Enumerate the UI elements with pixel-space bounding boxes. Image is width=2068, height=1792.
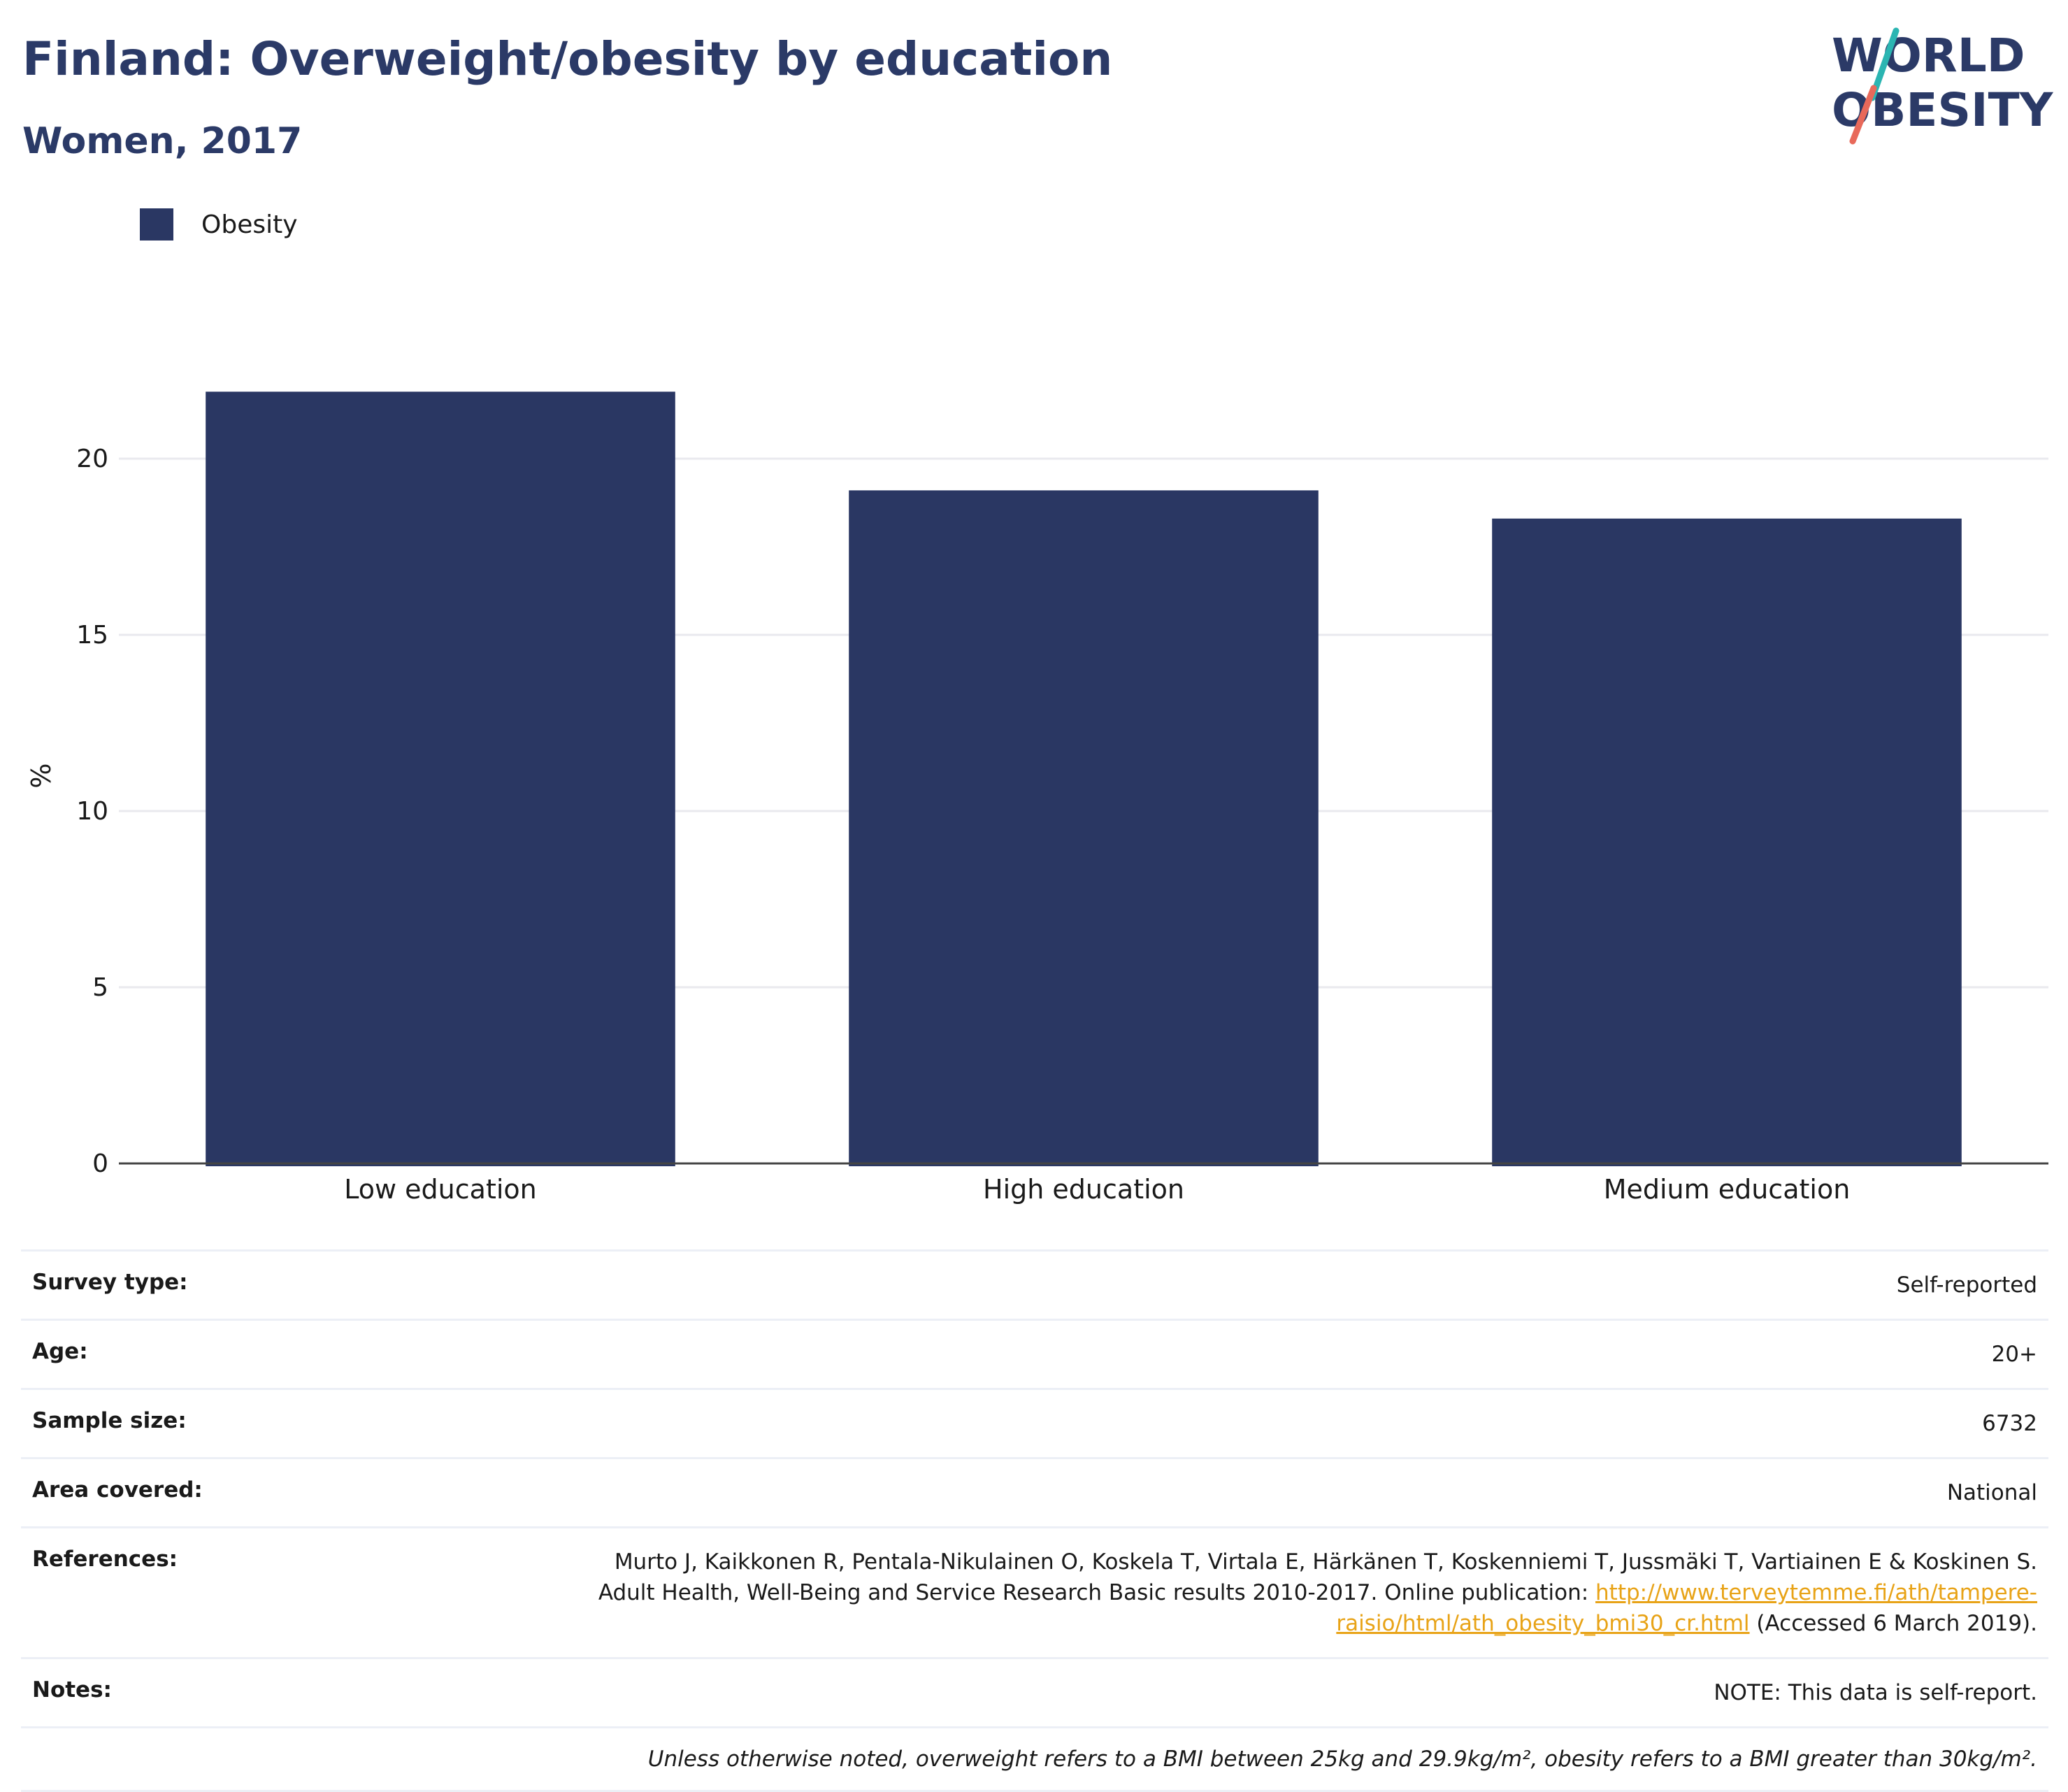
sample-size-value: 6732 — [407, 1388, 2048, 1459]
y-tick-label-10: 10 — [76, 797, 108, 826]
x-tick-label-low-education: Low education — [344, 1174, 536, 1205]
notes-value: NOTE: This data is self-report. — [407, 1657, 2048, 1728]
notes-row: Notes: NOTE: This data is self-report. — [21, 1657, 2048, 1728]
y-tick-label-5: 5 — [92, 973, 108, 1002]
survey-type-value: Self-reported — [407, 1249, 2048, 1321]
y-tick-label-15: 15 — [76, 621, 108, 650]
notes-label: Notes: — [21, 1657, 407, 1728]
references-value: Murto J, Kaikkonen R, Pentala-Nikulainen… — [407, 1526, 2048, 1659]
y-tick-label-20: 20 — [76, 445, 108, 473]
x-tick-label-high-education: High education — [983, 1174, 1184, 1205]
area-covered-row: Area covered: National — [21, 1457, 2048, 1528]
references-tail: (Accessed 6 March 2019). — [1749, 1611, 2037, 1636]
page-title: Finland: Overweight/obesity by education — [22, 32, 1113, 86]
footnote-text: Unless otherwise noted, overweight refer… — [21, 1726, 2048, 1792]
sample-size-label: Sample size: — [21, 1388, 407, 1459]
bar-high-education — [849, 490, 1319, 1166]
legend-swatch-obesity — [140, 208, 173, 241]
y-axis-label: % — [26, 764, 57, 789]
footnote-row: Unless otherwise noted, overweight refer… — [21, 1726, 2048, 1792]
age-row: Age: 20+ — [21, 1319, 2048, 1390]
bar-low-education — [206, 392, 675, 1166]
legend-label-obesity: Obesity — [201, 210, 298, 239]
area-covered-label: Area covered: — [21, 1457, 407, 1528]
references-link[interactable]: http://www.terveytemme.fi/ath/tampere-ra… — [1336, 1580, 2037, 1636]
world-obesity-logo: WORLD OBESITY — [1832, 27, 2054, 145]
y-tick-label-0: 0 — [92, 1149, 108, 1178]
references-line1: Murto J, Kaikkonen R, Pentala-Nikulainen… — [614, 1549, 2037, 1575]
info-table: Survey type: Self-reported Age: 20+ Samp… — [21, 1249, 2048, 1792]
area-covered-value: National — [407, 1457, 2048, 1528]
svg-text:WORLD: WORLD — [1832, 29, 2025, 83]
sample-size-row: Sample size: 6732 — [21, 1388, 2048, 1459]
page-subtitle: Women, 2017 — [22, 120, 303, 162]
bar-chart: 0 5 10 15 20 Low education High education Mediu… — [26, 392, 2048, 1205]
x-tick-label-medium-education: Medium education — [1604, 1174, 1851, 1205]
age-value: 20+ — [407, 1319, 2048, 1390]
references-row: References: Murto J, Kaikkonen R, Pental… — [21, 1526, 2048, 1659]
age-label: Age: — [21, 1319, 407, 1390]
chart-legend: Obesity — [140, 208, 298, 241]
references-label: References: — [21, 1526, 407, 1659]
references-line2: Adult Health, Well-Being and Service Res… — [598, 1580, 1596, 1605]
references-link-part-a: http://www.terveytemme.fi/ath/tampere- — [1595, 1580, 2037, 1605]
survey-type-row: Survey type: Self-reported — [21, 1249, 2048, 1321]
survey-type-label: Survey type: — [21, 1249, 407, 1321]
bar-medium-education — [1492, 518, 1962, 1166]
references-link-part-b: raisio/html/ath_obesity_bmi30_cr.html — [1336, 1611, 1750, 1636]
